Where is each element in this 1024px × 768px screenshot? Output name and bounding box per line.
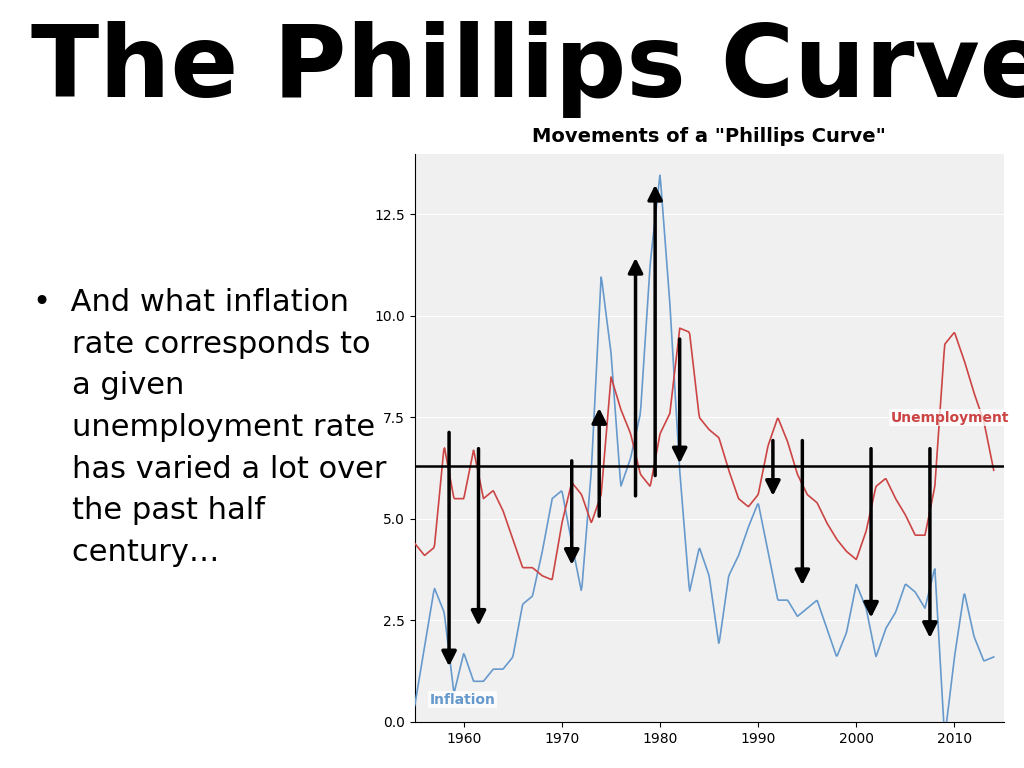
Text: Unemployment: Unemployment <box>891 411 1010 425</box>
Title: Movements of a "Phillips Curve": Movements of a "Phillips Curve" <box>532 127 886 147</box>
Text: Inflation: Inflation <box>429 693 496 707</box>
Text: The Phillips Curve III: The Phillips Curve III <box>31 21 1024 118</box>
Text: •  And what inflation
    rate corresponds to
    a given
    unemployment rate
: • And what inflation rate corresponds to… <box>33 288 386 567</box>
